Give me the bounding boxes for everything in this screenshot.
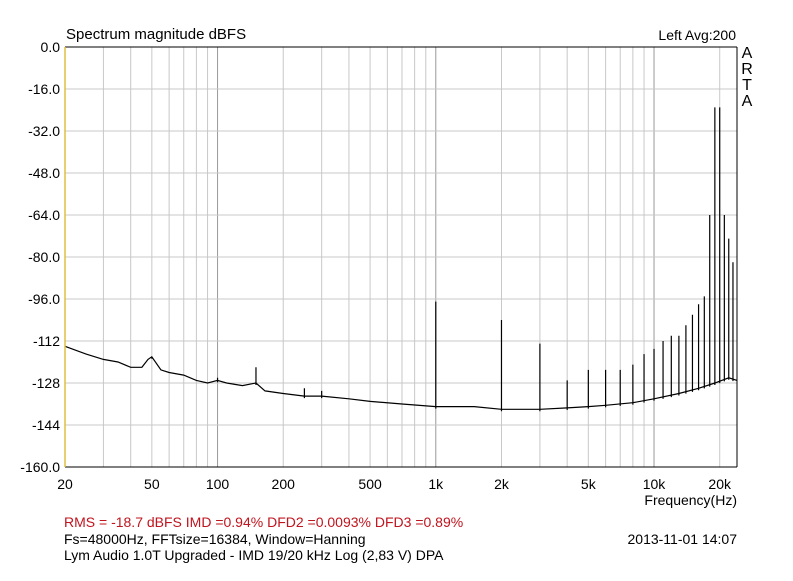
device-text: Lym Audio 1.0T Upgraded - IMD 19/20 kHz … xyxy=(64,547,444,563)
logo-letter: T xyxy=(742,77,752,94)
y-tick-label: -112 xyxy=(33,333,60,349)
x-axis-label: Frequency(Hz) xyxy=(644,492,737,508)
y-tick-label: -48.0 xyxy=(28,165,60,181)
arta-logo: A R T A xyxy=(740,46,754,110)
x-tick-label: 10k xyxy=(643,476,667,492)
noise-floor-trace xyxy=(64,345,738,410)
x-tick-label: 200 xyxy=(272,476,296,492)
logo-letter: A xyxy=(741,93,753,110)
chart-title: Spectrum magnitude dBFS xyxy=(66,26,247,43)
datetime-text: 2013-11-01 14:07 xyxy=(627,531,738,547)
y-tick-label: 0.0 xyxy=(41,39,61,55)
logo-letter: R xyxy=(741,61,753,78)
x-tick-label: 50 xyxy=(144,476,160,492)
y-tick-label: -32.0 xyxy=(28,123,60,139)
y-tick-label: -80.0 xyxy=(28,249,60,265)
x-tick-label: 5k xyxy=(581,476,597,492)
x-tick-label: 1k xyxy=(428,476,444,492)
x-tick-label: 20k xyxy=(708,476,732,492)
x-tick-label: 500 xyxy=(358,476,382,492)
x-tick-label: 2k xyxy=(494,476,510,492)
channel-info: Left Avg:200 xyxy=(658,27,736,43)
trace-layer xyxy=(64,107,738,412)
settings-text: Fs=48000Hz, FFTsize=16384, Window=Hannin… xyxy=(64,531,366,547)
y-tick-label: -16.0 xyxy=(28,81,60,97)
y-tick-label: -160.0 xyxy=(20,459,60,475)
axis-layer: 0.0 -16.0 -32.0 -48.0 -64.0 -80.0 -96.0 -112 -12… xyxy=(20,39,738,492)
logo-letter: A xyxy=(741,45,753,62)
x-tick-label: 100 xyxy=(206,476,230,492)
y-tick-label: -128 xyxy=(32,375,60,391)
y-tick-label: -96.0 xyxy=(28,291,60,307)
metrics-text: RMS = -18.7 dBFS IMD =0.94% DFD2 =0.0093… xyxy=(64,514,464,530)
y-tick-label: -144 xyxy=(32,417,60,433)
x-tick-label: 20 xyxy=(57,476,73,492)
y-tick-label: -64.0 xyxy=(28,207,60,223)
